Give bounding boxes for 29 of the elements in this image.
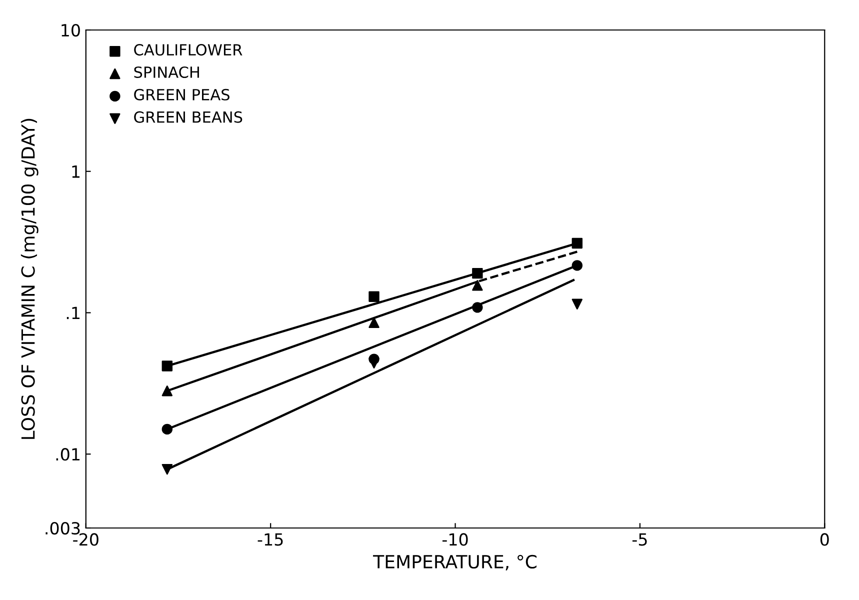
point bbox=[162, 386, 173, 396]
x-tick-label: -15 bbox=[258, 533, 283, 546]
y-tick-label: .1 bbox=[66, 306, 80, 320]
y-tick-label: 1 bbox=[72, 166, 80, 178]
x-tick-label: -20 bbox=[73, 533, 98, 546]
legend-label: CAULIFLOWER bbox=[134, 44, 242, 56]
point bbox=[162, 360, 173, 372]
point bbox=[572, 238, 583, 249]
point bbox=[572, 298, 583, 310]
point bbox=[368, 358, 380, 368]
point bbox=[472, 268, 483, 279]
legend-label: GREEN PEAS bbox=[134, 88, 230, 100]
y-tick-label: .01 bbox=[56, 448, 80, 461]
y-axis-title: LOSS OF VITAMIN C (mg/100 g/DAY) bbox=[20, 118, 38, 439]
point bbox=[472, 280, 483, 291]
point bbox=[572, 260, 583, 271]
point bbox=[368, 291, 380, 302]
y-tick-label: .003 bbox=[46, 522, 80, 535]
point bbox=[368, 317, 380, 328]
x-tick-label: -10 bbox=[442, 533, 468, 546]
legend-label: GREEN BEANS bbox=[134, 111, 242, 123]
x-tick-label: -5 bbox=[632, 533, 647, 546]
x-tick-label: 0 bbox=[820, 533, 829, 546]
point bbox=[162, 424, 173, 435]
legend-label: SPINACH bbox=[134, 66, 199, 78]
point bbox=[162, 464, 173, 475]
point bbox=[472, 302, 483, 313]
y-tick-label: 10 bbox=[62, 24, 80, 37]
x-axis-title: TEMPERATURE, °C bbox=[373, 554, 536, 570]
